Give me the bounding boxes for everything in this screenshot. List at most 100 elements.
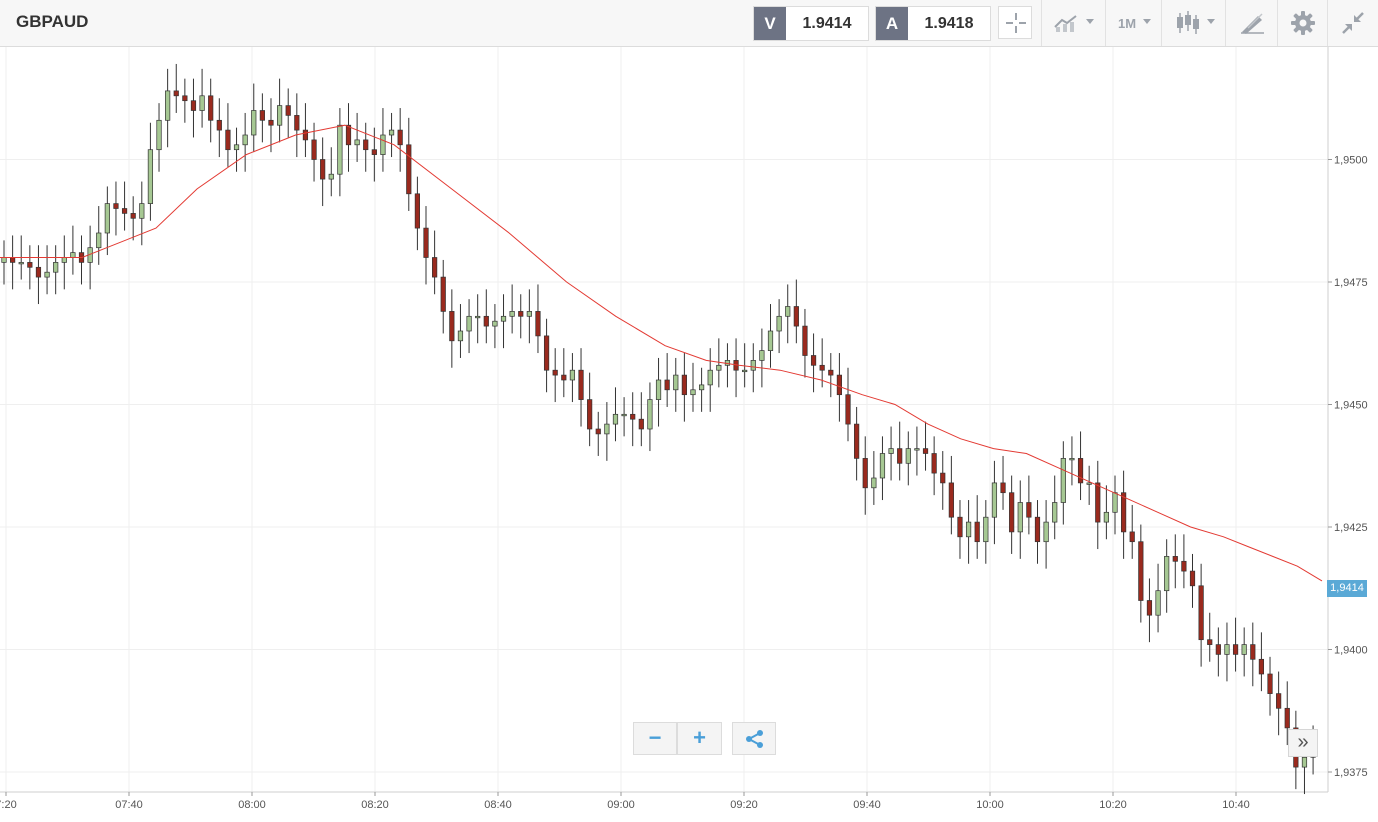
candle-body (707, 369, 713, 386)
candle-body (957, 516, 963, 538)
candlestick-series (1, 63, 1316, 795)
zoom-in-button[interactable]: + (677, 722, 722, 755)
candle-body (242, 134, 248, 146)
candle-body (492, 320, 498, 327)
candle-body (1060, 458, 1066, 503)
candlestick-icon (1177, 11, 1199, 34)
candle-body (1284, 707, 1290, 729)
candle-body (259, 110, 265, 121)
candle-body (879, 453, 886, 479)
y-tick-label: 1,9500 (1334, 155, 1368, 167)
candle-body (1155, 590, 1161, 616)
buy-label: A (876, 7, 908, 40)
candle-body (673, 374, 679, 391)
x-tick-label: 09:00 (607, 799, 635, 811)
collapse-button[interactable] (1327, 0, 1378, 46)
candle-body (1215, 644, 1221, 655)
candle-body (1164, 556, 1170, 592)
crosshair-button[interactable] (996, 0, 1036, 46)
y-tick-label: 1,9375 (1334, 767, 1368, 779)
candle-body (1207, 639, 1213, 645)
candle-body (750, 360, 756, 371)
candle-body (1077, 458, 1084, 484)
sell-price: 1.9414 (802, 15, 852, 32)
candle-body (612, 413, 619, 425)
candle-body (681, 374, 687, 396)
candle-body (845, 394, 851, 425)
candle-body (802, 325, 808, 356)
candle-body (1069, 458, 1075, 461)
candle-body (526, 311, 532, 317)
candle-body (199, 95, 205, 111)
candle-body (1241, 644, 1247, 655)
candle-body (561, 374, 567, 381)
candle-body (1, 257, 7, 263)
candle-body (1232, 644, 1239, 655)
candle-body (1301, 756, 1308, 768)
candle-body (320, 159, 326, 180)
price-axis: 1,9375 1,9400 1,9425 1,9450 1,9475 1,9500 (1328, 155, 1368, 779)
candle-body (1189, 570, 1196, 587)
candle-body (440, 276, 446, 312)
drawing-tools-button[interactable] (1225, 0, 1277, 46)
candle-body (552, 369, 558, 376)
candle-style-dropdown[interactable] (1161, 0, 1225, 46)
candle-body (699, 384, 705, 391)
x-tick-label: 07:40 (115, 799, 143, 811)
line-area-icon (1054, 15, 1077, 32)
candle-body (914, 448, 920, 451)
candle-body (983, 516, 989, 543)
candle-body (1052, 502, 1058, 523)
candle-body (767, 330, 774, 351)
candle-body (604, 423, 610, 435)
candle-body (104, 203, 110, 234)
candle-body (414, 193, 420, 229)
candle-body (182, 95, 188, 102)
x-tick-label: 10:00 (976, 799, 1004, 811)
moving-average-line (0, 124, 1323, 582)
candle-body (1250, 644, 1256, 660)
candle-body (251, 110, 257, 136)
price-chart[interactable]: 1,9375 1,9400 1,9425 1,9450 1,9475 1,9500 7:2… (0, 47, 1378, 822)
settings-button[interactable] (1277, 0, 1327, 46)
candle-body (53, 262, 59, 273)
candle-body (888, 448, 894, 454)
candle-body (647, 399, 653, 430)
candle-body (638, 418, 644, 430)
chart-grid (0, 47, 1328, 792)
candle-body (173, 90, 179, 97)
buy-quote-button[interactable]: A 1.9418 (875, 6, 991, 41)
zoom-out-button[interactable]: − (633, 722, 677, 755)
candle-body (1121, 492, 1127, 533)
candle-body (113, 203, 119, 209)
candle-body (35, 266, 42, 278)
candle-body (27, 262, 33, 268)
share-button[interactable] (732, 722, 776, 755)
candle-body (776, 315, 782, 332)
chart-toolbar: GBPAUD V 1.9414 A 1.9418 1M (0, 0, 1378, 47)
candle-body (819, 364, 825, 371)
sell-quote-button[interactable]: V 1.9414 (753, 6, 869, 41)
drawing-tools-icon (1241, 13, 1264, 34)
candle-body (285, 105, 291, 116)
x-tick-label: 09:40 (853, 799, 881, 811)
timeframe-dropdown[interactable]: 1M (1105, 0, 1161, 46)
candle-body (793, 306, 799, 327)
candle-body (1172, 556, 1178, 562)
chevron-down-icon (1143, 19, 1151, 24)
timeframe-label: 1M (1118, 16, 1137, 31)
candle-body (449, 311, 455, 342)
candle-body (500, 315, 507, 322)
x-tick-label: 7:20 (0, 799, 17, 811)
candle-body (96, 232, 102, 249)
candle-body (18, 262, 24, 265)
x-tick-label: 10:40 (1222, 799, 1250, 811)
chart-type-dropdown[interactable] (1041, 0, 1105, 46)
candle-body (457, 330, 464, 342)
candle-body (345, 124, 352, 146)
candle-body (432, 257, 438, 278)
candle-body (854, 423, 860, 459)
candle-body (165, 90, 171, 121)
current-price-label: 1,9414 (1327, 579, 1367, 597)
scroll-to-latest-button[interactable]: » (1288, 729, 1318, 757)
